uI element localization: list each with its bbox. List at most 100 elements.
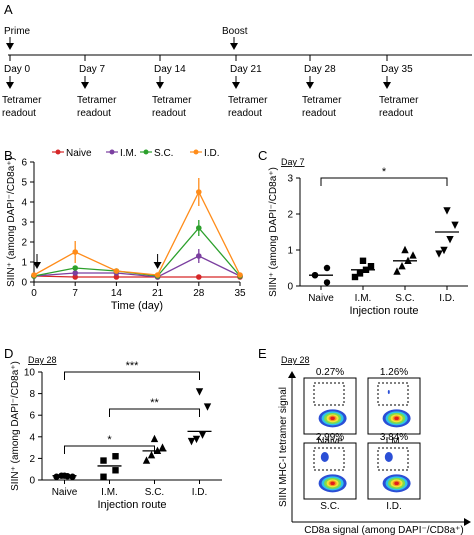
y-tick-label: 10 [24, 368, 36, 379]
data-point [359, 257, 367, 264]
gate-box [313, 447, 345, 471]
timeline-day-label: Day 21 [230, 64, 262, 75]
flow-plot-label: I.D. [386, 501, 402, 512]
gate-percentage: 1.26% [380, 367, 408, 378]
y-tick-label: 6 [29, 411, 35, 422]
data-point [113, 274, 120, 280]
data-point [187, 437, 196, 446]
y-tick-label: 0 [29, 476, 35, 487]
category-label: I.M. [101, 487, 118, 498]
density-contour [330, 481, 335, 486]
y-tick-label: 2 [29, 454, 35, 465]
significance-bracket [64, 371, 200, 380]
gate-box [377, 447, 409, 471]
data-point [72, 274, 78, 280]
panel-b-line-chart: 0 1 2 3 4 5 6 0 7 14 21 28 35 Time (day) SIIN⁺ (among … [6, 148, 246, 312]
readout-label-line2: readout [152, 108, 186, 119]
panel-letter-d: D [4, 346, 13, 361]
x-tick-label: 14 [111, 288, 123, 299]
category-label: I.D. [192, 487, 208, 498]
data-point [398, 262, 406, 270]
y-tick-label: 0 [287, 282, 293, 293]
category-label: I.D. [439, 293, 455, 304]
data-point [192, 435, 201, 444]
x-tick-label: 0 [31, 288, 37, 299]
x-tick-label: 21 [152, 288, 164, 299]
significance-label: *** [126, 360, 140, 372]
panel-letter-a: A [4, 2, 13, 17]
significance-bracket [320, 177, 448, 186]
gate-box [377, 382, 409, 406]
y-axis-label: SIIN⁺ (among DAPI⁻/CD8a⁺) [268, 167, 279, 297]
panel-letter-e: E [258, 346, 267, 361]
data-point [147, 450, 156, 459]
data-point [356, 270, 364, 277]
data-point [393, 267, 401, 275]
gate-percentage: 2.99% [316, 432, 344, 443]
gate-box [313, 382, 345, 406]
significance-label: * [382, 166, 387, 178]
x-axis-label: Injection route [97, 499, 166, 511]
data-point [196, 225, 202, 231]
x-tick-label: 35 [234, 288, 246, 299]
x-tick-label: 28 [193, 288, 205, 299]
significance-label: ** [150, 397, 159, 409]
data-point [401, 245, 409, 254]
data-point [31, 272, 37, 278]
timeline-days: Day 0 Tetramer readout Day 7 Tetramer readout… [2, 55, 419, 119]
data-point [142, 456, 151, 464]
data-point [323, 264, 331, 272]
category-label: I.M. [355, 293, 372, 304]
data-point [196, 253, 202, 259]
data-point [154, 272, 161, 278]
series-line [33, 275, 240, 278]
panel-e-flow: Day 28 SIIN MHC-I tetramer signal CD8a si… [278, 355, 471, 535]
y-tick-label: 3 [287, 174, 293, 185]
data-point [100, 457, 107, 464]
panel-letter-c: C [258, 148, 267, 163]
legend-marker [143, 149, 149, 155]
readout-label-line1: Tetramer [302, 95, 342, 106]
data-point [446, 236, 454, 244]
data-point [367, 263, 375, 270]
y-tick-label: 5 [21, 178, 27, 189]
gated-events [387, 390, 390, 394]
flow-plot-label: I.M. [386, 436, 403, 447]
significance-bracket [109, 408, 200, 417]
data-point [100, 473, 107, 480]
legend-label: I.M. [120, 148, 137, 159]
data-point [443, 207, 451, 215]
y-tick-label: 1 [21, 258, 27, 269]
legend-marker [109, 149, 115, 155]
readout-label-line1: Tetramer [379, 95, 419, 106]
panel-d-scatter: Day 28 0 2 4 6 8 10 Naive I.M. S.C. I.D. Injection… [10, 355, 222, 511]
series-line [33, 227, 241, 277]
readout-label-line1: Tetramer [2, 95, 42, 106]
legend-label: Naive [66, 148, 92, 159]
y-tick-label: 1 [287, 246, 293, 257]
boost-label: Boost [222, 26, 248, 37]
data-point [440, 246, 448, 255]
x-axis-label: Time (day) [111, 300, 163, 312]
density-contour [330, 416, 335, 421]
series-line [33, 255, 241, 278]
data-point [323, 279, 331, 286]
y-axis-label: SIIN⁺ (among DAPI⁻/CD8a⁺) [6, 157, 17, 287]
data-point [112, 467, 119, 474]
series-line [33, 190, 241, 276]
data-point [351, 273, 359, 281]
panel-e-subtitle: Day 28 [281, 355, 310, 365]
data-point [112, 453, 119, 460]
readout-label-line2: readout [77, 108, 111, 119]
data-point [113, 268, 120, 274]
density-contour [394, 481, 399, 486]
legend-marker [55, 149, 61, 155]
timeline-day-label: Day 14 [154, 64, 186, 75]
gate-percentage: 0.27% [316, 367, 344, 378]
timeline-day-label: Day 35 [381, 64, 413, 75]
data-point [198, 431, 207, 439]
y-tick-label: 8 [29, 389, 35, 400]
legend-marker [193, 149, 199, 155]
gated-events [384, 452, 393, 462]
readout-label-line2: readout [302, 108, 336, 119]
